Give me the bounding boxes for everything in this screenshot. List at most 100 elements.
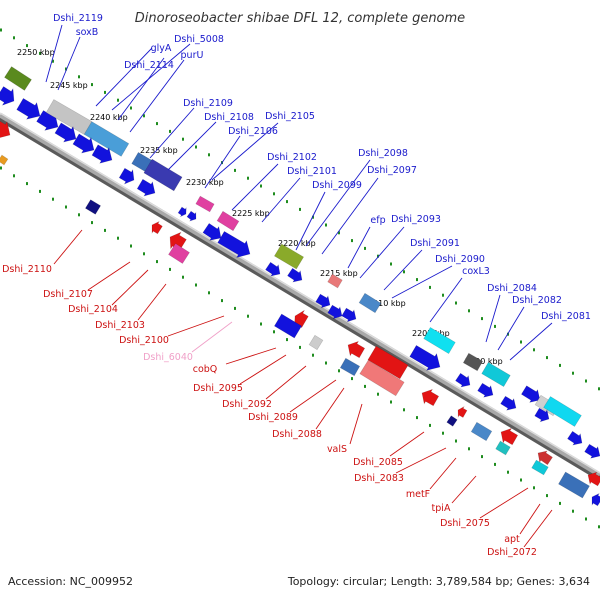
gene-feature xyxy=(118,167,135,185)
gene-feature xyxy=(315,293,331,309)
backbone-highlight xyxy=(0,112,600,474)
outer-tick xyxy=(91,83,93,87)
outer-tick xyxy=(182,137,184,141)
inner-tick xyxy=(403,408,405,412)
outer-tick xyxy=(390,262,392,266)
gene-feature xyxy=(136,178,156,197)
inner-tick xyxy=(13,174,15,178)
leader-line xyxy=(391,265,453,299)
gene-label: tpiA xyxy=(432,503,451,514)
label-leaders xyxy=(45,24,553,548)
inner-tick xyxy=(377,392,379,396)
inner-tick xyxy=(260,322,262,326)
leader-line xyxy=(129,59,185,133)
kbp-tick-label: 2235 kbp xyxy=(140,146,178,155)
gene-label: Dshi_2098 xyxy=(358,148,408,159)
outer-tick xyxy=(364,246,366,250)
gene-label: Dshi_2104 xyxy=(68,304,118,315)
gene-label: Dshi_2072 xyxy=(487,547,537,558)
gene-label: Dshi_2101 xyxy=(287,166,337,177)
outer-tick xyxy=(156,122,158,126)
gene-label: Dshi_2084 xyxy=(487,283,537,294)
gene-label: Dshi_2114 xyxy=(124,60,174,71)
outer-tick xyxy=(117,98,119,102)
inner-tick xyxy=(533,486,535,490)
gene-label: apt xyxy=(504,534,520,545)
gene-feature xyxy=(587,471,600,487)
gene-feature xyxy=(421,388,440,407)
tick-labels: 2250 kbp 2245 kbp 2240 kbp 2235 kbp 2230 kbp… xyxy=(17,48,503,366)
gene-label: Dshi_2081 xyxy=(541,311,591,322)
gene-label: Dshi_2105 xyxy=(265,111,315,122)
leader-line xyxy=(225,347,277,365)
inner-tick xyxy=(598,525,600,529)
outer-tick xyxy=(598,387,600,391)
leader-line xyxy=(429,457,457,490)
gene-label: Dshi_2107 xyxy=(43,289,93,300)
kbp-tick-label: 2240 kbp xyxy=(90,113,128,122)
inner-tick xyxy=(169,267,171,271)
outer-tick xyxy=(481,317,483,321)
gene-label: Dshi_2082 xyxy=(512,295,562,306)
outer-tick xyxy=(78,75,80,79)
outer-tick xyxy=(247,176,249,180)
inner-tick xyxy=(325,361,327,365)
inner-tick xyxy=(247,314,249,318)
gene-label: metF xyxy=(406,489,430,500)
outer-tick xyxy=(559,363,561,367)
leader-line xyxy=(137,283,167,321)
kbp-tick-label: 2250 kbp xyxy=(17,48,55,57)
gene-feature xyxy=(308,334,324,351)
outer-tick xyxy=(520,340,522,344)
gene-feature xyxy=(358,292,382,314)
outer-tick xyxy=(312,215,314,219)
inner-tick xyxy=(78,213,80,217)
gene-label: Dshi_2089 xyxy=(248,412,298,423)
outer-tick xyxy=(104,90,106,94)
leader-line xyxy=(429,277,463,323)
kbp-tick-label: 2225 kbp xyxy=(232,209,270,218)
gene-label: Dshi_5008 xyxy=(174,34,224,45)
outer-tick xyxy=(195,145,197,149)
inner-tick xyxy=(91,221,93,225)
leader-line xyxy=(87,261,131,291)
gene-feature xyxy=(151,220,163,235)
gene-feature xyxy=(216,210,240,232)
gene-label: Dshi_2110 xyxy=(2,264,52,275)
gene-label: Dshi_2109 xyxy=(183,98,233,109)
leader-line xyxy=(167,121,217,171)
outer-tick xyxy=(338,231,340,235)
outer-tick xyxy=(273,192,275,196)
gene-feature xyxy=(537,450,553,466)
gene-label: Dshi_2106 xyxy=(228,126,278,137)
leader-line xyxy=(451,475,477,504)
outer-tick xyxy=(260,184,262,188)
inner-tick xyxy=(208,291,210,295)
gene-label: Dshi_2119 xyxy=(53,13,103,24)
inner-tick xyxy=(65,205,67,209)
gene-label: Dshi_2088 xyxy=(272,429,322,440)
kbp-tick-label: 2220 kbp xyxy=(278,239,316,248)
gene-label: Dshi_2097 xyxy=(367,165,417,176)
inner-tick xyxy=(286,338,288,342)
inner-tick xyxy=(273,330,275,334)
outer-tick xyxy=(299,207,301,211)
kbp-tick-label: 2200 kbp xyxy=(465,357,503,366)
inner-tick xyxy=(195,283,197,287)
kbp-tick-label: 2215 kbp xyxy=(320,269,358,278)
leader-line xyxy=(347,226,371,269)
gene-feature xyxy=(177,206,187,218)
leader-line xyxy=(305,159,371,247)
outer-tick xyxy=(442,293,444,297)
gene-label: purU xyxy=(181,50,204,61)
gene-label: Dshi_2099 xyxy=(312,180,362,191)
inner-tick xyxy=(572,509,574,513)
gene-feature xyxy=(265,261,281,277)
kbp-tick-label: 2230 kbp xyxy=(186,178,224,187)
outer-tick xyxy=(377,254,379,258)
gene-feature xyxy=(446,415,458,427)
gene-label: Dshi_2075 xyxy=(440,518,490,529)
inner-tick xyxy=(39,189,41,193)
gene-feature xyxy=(0,86,15,106)
gene-label: soxB xyxy=(76,27,99,38)
